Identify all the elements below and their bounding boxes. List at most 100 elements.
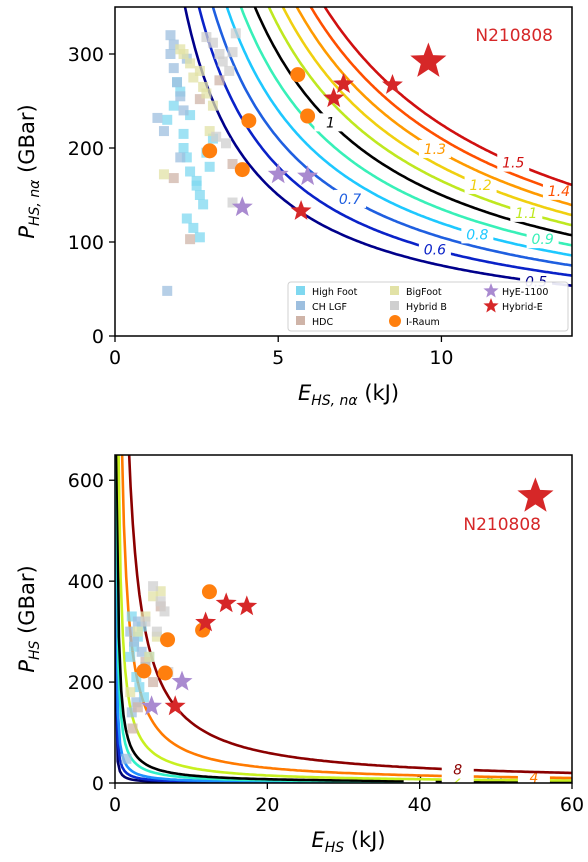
contour-line bbox=[211, 7, 572, 267]
y-tick-label: 200 bbox=[68, 138, 104, 160]
contour-label-bg bbox=[403, 772, 436, 783]
data-point-bigfoot bbox=[155, 586, 166, 597]
data-point-ch-lgf bbox=[125, 626, 136, 637]
x-tick-label: 60 bbox=[560, 794, 584, 816]
contour-label: 1.4 bbox=[548, 184, 570, 200]
data-point-i-raum bbox=[157, 665, 173, 681]
data-point-high-foot bbox=[125, 651, 136, 662]
contour-label: 1.5 bbox=[502, 156, 524, 172]
data-point-i-raum bbox=[136, 663, 152, 679]
data-point-ch-lgf bbox=[168, 39, 179, 50]
data-point-bigfoot bbox=[201, 88, 212, 99]
contour-line bbox=[197, 7, 572, 277]
data-point-high-foot bbox=[188, 222, 199, 233]
data-point-hye-1100 bbox=[141, 695, 162, 716]
y-tick-label: 0 bbox=[92, 773, 104, 795]
data-point-ch-lgf bbox=[126, 707, 137, 718]
data-point-bigfoot bbox=[188, 72, 199, 83]
data-point-i-raum bbox=[300, 108, 316, 124]
contour-line bbox=[117, 455, 572, 782]
contour-label-bg bbox=[418, 139, 451, 158]
data-point-bigfoot bbox=[158, 169, 169, 180]
data-point-bigfoot bbox=[148, 591, 159, 602]
legend-box bbox=[287, 281, 569, 332]
data-point-high-foot bbox=[185, 166, 196, 177]
data-point-high-foot bbox=[162, 114, 173, 125]
contour-label-bg bbox=[464, 175, 497, 194]
data-point-hdc bbox=[132, 702, 143, 713]
data-point-bigfoot bbox=[151, 631, 162, 642]
contour-label: 0.8 bbox=[466, 227, 488, 243]
legend-marker bbox=[483, 283, 499, 298]
contour-label-bg bbox=[526, 230, 559, 249]
contour-label-bg bbox=[461, 225, 494, 244]
contour-label: 0.7 bbox=[339, 192, 361, 208]
data-point-bigfoot bbox=[204, 126, 215, 137]
data-point-bigfoot bbox=[178, 49, 189, 59]
contour-line bbox=[115, 455, 572, 783]
contour-line bbox=[115, 455, 572, 783]
data-point-ch-lgf bbox=[178, 105, 189, 116]
data-point-ch-lgf bbox=[131, 697, 142, 708]
data-point-n210808 bbox=[410, 42, 447, 77]
y-tick-label: 400 bbox=[68, 571, 104, 593]
data-point-i-raum bbox=[160, 632, 176, 648]
contour-label: 1.3 bbox=[424, 142, 446, 158]
data-point-high-foot bbox=[194, 190, 205, 200]
data-point-bigfoot bbox=[125, 687, 136, 698]
data-point-bigfoot bbox=[194, 65, 205, 76]
x-axis-label: EHS, nα (kJ) bbox=[298, 381, 399, 409]
legend-marker bbox=[483, 298, 499, 313]
data-point-high-foot bbox=[138, 692, 149, 703]
data-point-ch-lgf bbox=[175, 152, 186, 163]
data-point-i-raum bbox=[290, 67, 306, 83]
annotation-label: N210808 bbox=[463, 515, 541, 535]
y-tick-label: 600 bbox=[68, 470, 104, 492]
data-point-bigfoot bbox=[132, 626, 143, 637]
data-point-high-foot bbox=[178, 143, 189, 153]
data-point-hybrid-b bbox=[140, 616, 151, 627]
data-point-ch-lgf bbox=[165, 30, 176, 41]
plot-frame bbox=[114, 6, 573, 337]
chart-panel-1: 0.50.60.70.80.911.11.21.31.41.5N21080805… bbox=[15, 6, 573, 409]
y-tick-label: 200 bbox=[68, 672, 104, 694]
contour-line bbox=[239, 7, 572, 247]
data-point-hybrid-e bbox=[323, 87, 345, 108]
data-point-hybrid-b bbox=[148, 581, 159, 592]
contour-label-bg bbox=[441, 760, 474, 779]
data-point-i-raum bbox=[241, 113, 257, 129]
data-point-high-foot bbox=[181, 213, 192, 224]
data-point-hye-1100 bbox=[171, 670, 193, 691]
data-point-high-foot bbox=[136, 621, 147, 632]
x-tick-label: 0 bbox=[109, 794, 121, 816]
x-tick-label: 0 bbox=[109, 347, 121, 369]
contour-label: 4 bbox=[529, 770, 538, 786]
y-tick-label: 0 bbox=[92, 326, 104, 348]
data-point-hdc bbox=[168, 173, 179, 184]
data-point-ch-lgf bbox=[121, 753, 132, 764]
data-point-hdc bbox=[185, 234, 196, 245]
plot-area: 0.50.60.70.80.911.11.21.31.41.5 bbox=[152, 7, 572, 296]
contour-line bbox=[115, 455, 572, 783]
data-point-high-foot bbox=[185, 110, 196, 121]
data-point-ch-lgf bbox=[152, 112, 163, 123]
x-tick-label: 10 bbox=[429, 347, 453, 369]
data-point-bigfoot bbox=[185, 58, 196, 69]
data-point-high-foot bbox=[198, 199, 209, 210]
data-point-hybrid-b bbox=[159, 606, 170, 617]
x-tick-label: 5 bbox=[272, 347, 284, 369]
y-tick-label: 300 bbox=[68, 44, 104, 66]
x-axis-label: EHS (kJ) bbox=[311, 828, 385, 856]
contour-label-bg bbox=[497, 153, 530, 172]
data-point-hybrid-b bbox=[227, 197, 238, 208]
data-point-ch-lgf bbox=[136, 646, 147, 657]
data-point-high-foot bbox=[168, 100, 179, 111]
data-point-hybrid-e bbox=[382, 74, 403, 94]
data-point-hdc bbox=[227, 158, 238, 169]
legend-label: I-Raum bbox=[406, 317, 440, 328]
legend-marker bbox=[296, 286, 305, 295]
contour-label-bg bbox=[510, 203, 543, 222]
data-point-hybrid-b bbox=[214, 49, 225, 59]
